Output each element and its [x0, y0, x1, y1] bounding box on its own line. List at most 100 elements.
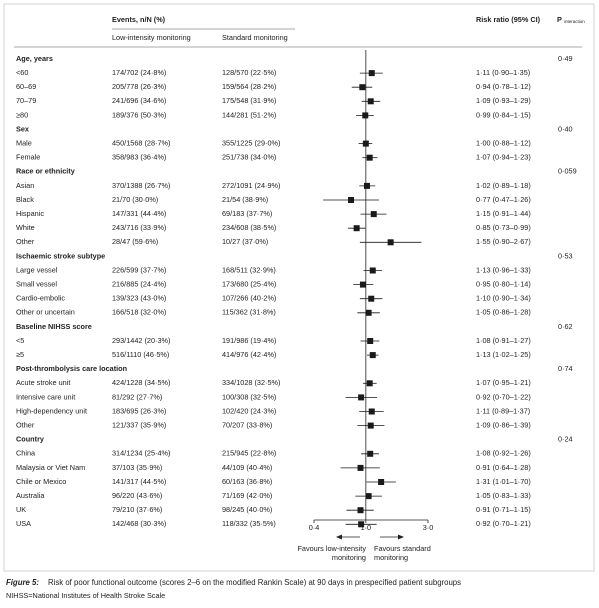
low-header: Low-intensity monitoring — [112, 33, 191, 42]
rr-label: 1·55 (0·90–2·67) — [476, 237, 531, 246]
row-label: Other — [16, 237, 35, 246]
standard-events: 115/362 (31·8%) — [222, 308, 276, 317]
rr-label: 1·15 (0·91–1·44) — [476, 209, 531, 218]
row-label: China — [16, 449, 36, 458]
estimate-marker — [367, 338, 374, 344]
estimate-marker — [357, 464, 364, 471]
group-label: Country — [16, 435, 45, 444]
low-events: 21/70 (30·0%) — [112, 195, 158, 204]
rr-label: 0·99 (0·84–1·15) — [476, 110, 531, 119]
estimate-marker — [369, 267, 376, 274]
rr-label: 1·09 (0·93–1·29) — [476, 96, 531, 105]
events-header: Events, n/N (%) — [112, 15, 166, 24]
row-label: Chile or Mexico — [16, 477, 66, 486]
group-label: Race or ethnicity — [16, 167, 76, 176]
p-interaction: 0·059 — [558, 167, 577, 176]
rr-label: 0·85 (0·73–0·99) — [476, 223, 531, 232]
rr-label: 1·10 (0·90–1·34) — [476, 294, 531, 303]
standard-events: 102/420 (24·3%) — [222, 406, 276, 415]
estimate-marker — [366, 154, 373, 161]
row-label: 70–79 — [16, 96, 36, 105]
low-events: 96/220 (43·6%) — [112, 491, 162, 500]
low-events: 174/702 (24·8%) — [112, 68, 166, 77]
estimate-marker — [367, 422, 374, 429]
group-label: Age, years — [16, 54, 53, 63]
row-label: White — [16, 223, 35, 232]
standard-header: Standard monitoring — [222, 33, 288, 42]
standard-events: 71/169 (42·0%) — [222, 491, 272, 500]
standard-events: 70/207 (33·8%) — [222, 421, 272, 430]
row-label: <5 — [16, 336, 24, 345]
low-events: 450/1568 (28·7%) — [112, 139, 170, 148]
low-events: 189/376 (50·3%) — [112, 110, 166, 119]
estimate-marker — [359, 84, 366, 91]
row-label: Female — [16, 153, 40, 162]
row-label: Black — [16, 195, 34, 204]
row-label: Acute stroke unit — [16, 378, 70, 387]
caption: Risk of poor functional outcome (scores … — [48, 578, 461, 587]
rr-label: 1·13 (0·96–1·33) — [476, 265, 531, 274]
standard-events: 10/27 (37·0%) — [222, 237, 268, 246]
row-label: Asian — [16, 181, 34, 190]
standard-events: 168/511 (32·9%) — [222, 265, 276, 274]
standard-events: 251/738 (34·0%) — [222, 153, 276, 162]
standard-events: 118/332 (35·5%) — [222, 519, 276, 528]
favour-left: Favours low-intensity — [297, 544, 366, 553]
rr-label: 0·92 (0·70–1·22) — [476, 392, 531, 401]
low-events: 37/103 (35·9%) — [112, 463, 162, 472]
rr-label: 1·13 (1·02–1·25) — [476, 350, 531, 359]
p-interaction: 0·40 — [558, 124, 573, 133]
standard-events: 215/945 (22·8%) — [222, 449, 276, 458]
low-events: 166/518 (32·0%) — [112, 308, 166, 317]
rr-label: 1·11 (0·90–1·35) — [476, 68, 530, 77]
low-events: 183/695 (26·3%) — [112, 406, 166, 415]
row-label: 60–69 — [16, 82, 36, 91]
estimate-marker — [368, 70, 375, 77]
estimate-marker — [362, 140, 369, 147]
low-events: 147/331 (44·4%) — [112, 209, 166, 218]
estimate-marker — [367, 98, 374, 105]
low-events: 243/716 (33·9%) — [112, 223, 166, 232]
rr-label: 1·11 (0·89–1·37) — [476, 406, 530, 415]
arrow-head — [398, 534, 404, 540]
row-label: Small vessel — [16, 280, 57, 289]
x-tick-label: 0·4 — [309, 523, 320, 532]
low-events: 28/47 (59·6%) — [112, 237, 158, 246]
rr-label: 0·92 (0·70–1·21) — [476, 519, 531, 528]
estimate-marker — [387, 239, 394, 246]
standard-events: 173/680 (25·4%) — [222, 280, 276, 289]
standard-events: 69/183 (37·7%) — [222, 209, 272, 218]
standard-events: 234/608 (38·5%) — [222, 223, 276, 232]
rr-label: 0·91 (0·64–1·28) — [476, 463, 531, 472]
caption-label: Figure 5: — [6, 578, 39, 587]
rr-label: 1·09 (0·86–1·39) — [476, 421, 531, 430]
estimate-marker — [378, 479, 385, 485]
estimate-marker — [353, 225, 360, 232]
low-events: 314/1234 (25·4%) — [112, 449, 170, 458]
low-events: 516/1110 (46·5%) — [112, 350, 169, 359]
rr-label: 1·02 (0·89–1·18) — [476, 181, 531, 190]
row-label: Male — [16, 139, 32, 148]
row-label: UK — [16, 505, 26, 514]
favour-right: monitoring — [374, 553, 408, 562]
standard-events: 159/564 (28·2%) — [222, 82, 276, 91]
standard-events: 128/570 (22·5%) — [222, 68, 276, 77]
row-label: Large vessel — [16, 265, 58, 274]
low-events: 79/210 (37·6%) — [112, 505, 162, 514]
rr-label: 1·07 (0·94–1·23) — [476, 153, 531, 162]
standard-events: 191/986 (19·4%) — [222, 336, 276, 345]
low-events: 241/696 (34·6%) — [112, 96, 166, 105]
standard-events: 21/54 (38·9%) — [222, 195, 268, 204]
row-label: ≥5 — [16, 350, 24, 359]
p-interaction: 0·62 — [558, 322, 573, 331]
row-label: USA — [16, 519, 31, 528]
group-label: Post-thrombolysis care location — [16, 364, 127, 373]
row-label: Malaysia or Viet Nam — [16, 463, 85, 472]
low-events: 424/1228 (34·5%) — [112, 378, 170, 387]
low-events: 121/337 (35·9%) — [112, 421, 166, 430]
x-tick-label: 3·0 — [423, 523, 434, 532]
low-events: 358/983 (36·4%) — [112, 153, 166, 162]
estimate-marker — [370, 211, 377, 218]
standard-events: 334/1028 (32·5%) — [222, 378, 280, 387]
